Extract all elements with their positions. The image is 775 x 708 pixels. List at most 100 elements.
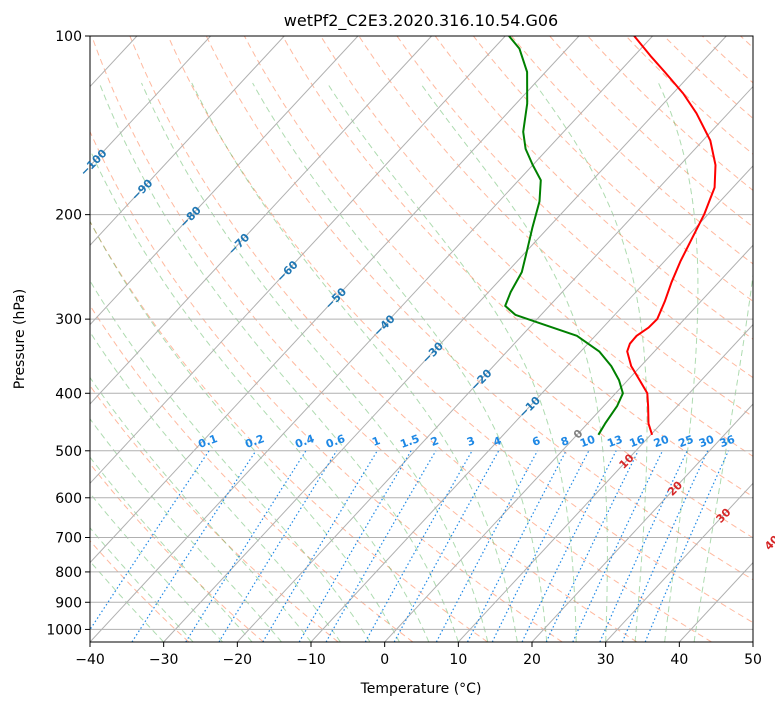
isotherm-gridline (90, 36, 653, 642)
isotherm-gridline (90, 36, 432, 405)
mixing-ratio-line (262, 450, 378, 642)
dry-adiabat (129, 36, 712, 642)
mixing-ratio-line (185, 450, 307, 642)
mixing-ratio-label: 16 (628, 433, 647, 451)
mixing-ratio-line (298, 450, 412, 642)
y-tick-label: 400 (55, 386, 82, 402)
dry-adiabat (90, 384, 339, 642)
moist-adiabat (534, 82, 648, 642)
y-tick-label: 500 (55, 444, 82, 460)
moist-adiabat (141, 82, 489, 642)
dry-adiabat (320, 36, 753, 457)
moist-adiabat (90, 456, 253, 642)
mixing-ratio-label: 20 (652, 433, 671, 451)
mixing-ratio-label: 8 (559, 434, 571, 449)
x-tick-label: −10 (296, 652, 326, 668)
moist-adiabat (191, 82, 518, 642)
y-tick-label: 900 (55, 595, 82, 611)
mixing-ratio-label: 25 (677, 433, 696, 450)
moist-adiabat (693, 271, 753, 642)
mixing-ratio-label: 30 (697, 433, 716, 451)
moist-adiabat (90, 331, 341, 642)
dry-adiabat (587, 36, 753, 192)
isotherm-gridline (531, 403, 753, 642)
dry-adiabat (243, 36, 753, 539)
mixing-ratio-label: 0.4 (293, 432, 316, 451)
plot-frame (89, 35, 754, 643)
isotherm-gridline (90, 36, 285, 246)
mixing-ratio-label: 13 (605, 433, 624, 450)
temperature-profile (626, 36, 717, 436)
mixing-ratio-label: 10 (578, 433, 597, 451)
moist-adiabat (90, 418, 282, 642)
y-axis-label: Pressure (hPa) (12, 289, 28, 389)
moist-adiabat (252, 82, 548, 642)
x-tick-label: 50 (744, 652, 762, 668)
moist-adiabat (658, 82, 699, 642)
x-tick-label: 20 (523, 652, 541, 668)
x-tick-label: −40 (75, 652, 105, 668)
plot-area (90, 36, 753, 642)
x-tick-label: 0 (380, 652, 389, 668)
mixing-ratio-line (218, 450, 338, 642)
y-tick-label: 200 (55, 208, 82, 224)
mixing-ratio-label: 4 (492, 434, 504, 449)
x-axis-label: Temperature (°C) (360, 681, 482, 697)
isotherm-gridline (90, 36, 506, 485)
mixing-ratio-line (364, 450, 473, 642)
isotherm-gridline (236, 85, 753, 642)
dry-adiabat (549, 36, 753, 228)
y-tick-label: 1000 (46, 622, 82, 638)
y-tick-label: 300 (55, 312, 82, 328)
y-tick-label: 800 (55, 565, 82, 581)
x-tick-label: 10 (449, 652, 467, 668)
dry-adiabat (282, 36, 753, 498)
isotherm-gridline (384, 244, 753, 642)
moist-adiabat (90, 148, 430, 642)
dry-adiabat (91, 36, 638, 642)
mixing-ratio-label: 0.2 (243, 432, 266, 451)
moist-adiabat (98, 82, 459, 642)
mixing-ratio-label: 36 (718, 433, 737, 451)
isotherm-gridline (163, 36, 727, 642)
isotherm-gridline (457, 323, 753, 642)
dry-adiabat (358, 36, 753, 418)
mixing-ratio-line (621, 450, 709, 642)
mixing-ratio-label: 2 (429, 434, 441, 449)
x-tick-label: −20 (223, 652, 253, 668)
isotherm-gridline (310, 165, 753, 642)
isotherm-gridline (90, 36, 211, 167)
mixing-ratio-line (393, 450, 500, 642)
mixing-ratio-line (545, 450, 639, 642)
dry-adiabat (625, 36, 753, 155)
isotherm-gridline (90, 36, 580, 564)
axes: 0.1 0.2 0.4 0.6 1 1.5 2 3 4 6 8 10 13 16 20 25 30 36−100−… (46, 29, 775, 668)
mixing-ratio-label: 0.6 (324, 432, 347, 451)
mixing-ratio-line (435, 450, 539, 642)
x-tick-label: 40 (670, 652, 688, 668)
y-tick-label: 600 (55, 491, 82, 507)
mixing-ratio-label: 1.5 (398, 432, 421, 451)
x-tick-label: 30 (597, 652, 615, 668)
dry-adiabat (167, 36, 753, 624)
dry-adiabat (473, 36, 753, 302)
moist-adiabat (326, 82, 577, 642)
isotherm-gridline (605, 482, 753, 642)
dry-adiabat (205, 36, 753, 581)
dewpoint-profile (504, 36, 624, 436)
y-tick-label: 700 (55, 531, 82, 547)
chart-title: wetPf2_C2E3.2020.316.10.54.G06 (284, 11, 558, 31)
mixing-ratio-label: 1 (370, 434, 382, 449)
mixing-ratio-line (521, 450, 617, 642)
mixing-ratio-line (325, 450, 437, 642)
mixing-ratio-line (599, 450, 688, 642)
moist-adiabat (90, 376, 312, 642)
x-tick-label: −30 (149, 652, 179, 668)
isotherm-gridline (90, 36, 359, 326)
mixing-ratio-label: 0.1 (196, 432, 219, 451)
mixing-ratio-line (572, 450, 664, 642)
y-tick-label: 100 (55, 29, 82, 45)
